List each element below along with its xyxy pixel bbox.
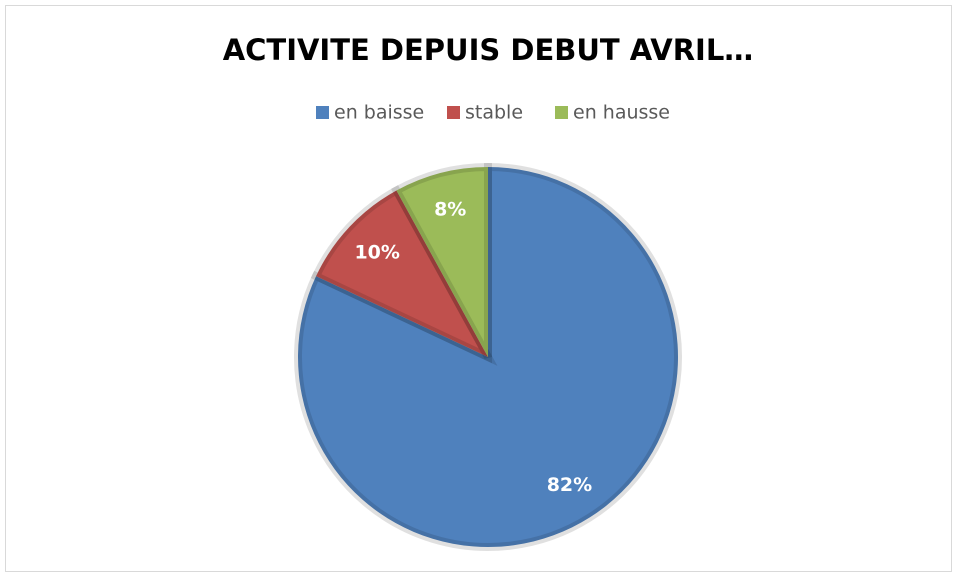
data-label: 8% bbox=[434, 198, 466, 220]
legend-swatch bbox=[316, 106, 329, 119]
legend-label: en baisse bbox=[334, 102, 424, 124]
data-label: 82% bbox=[547, 474, 592, 496]
pie-slice bbox=[310, 185, 498, 366]
legend-label: stable bbox=[465, 102, 523, 124]
legend-swatch bbox=[555, 106, 568, 119]
legend-swatch bbox=[447, 106, 460, 119]
data-label: 10% bbox=[354, 241, 399, 263]
pie-slice bbox=[294, 162, 682, 551]
legend-label: en hausse bbox=[573, 102, 670, 124]
chart-title: ACTIVITE DEPUIS DEBUT AVRIL… bbox=[223, 33, 754, 67]
pie-slice bbox=[391, 162, 492, 359]
